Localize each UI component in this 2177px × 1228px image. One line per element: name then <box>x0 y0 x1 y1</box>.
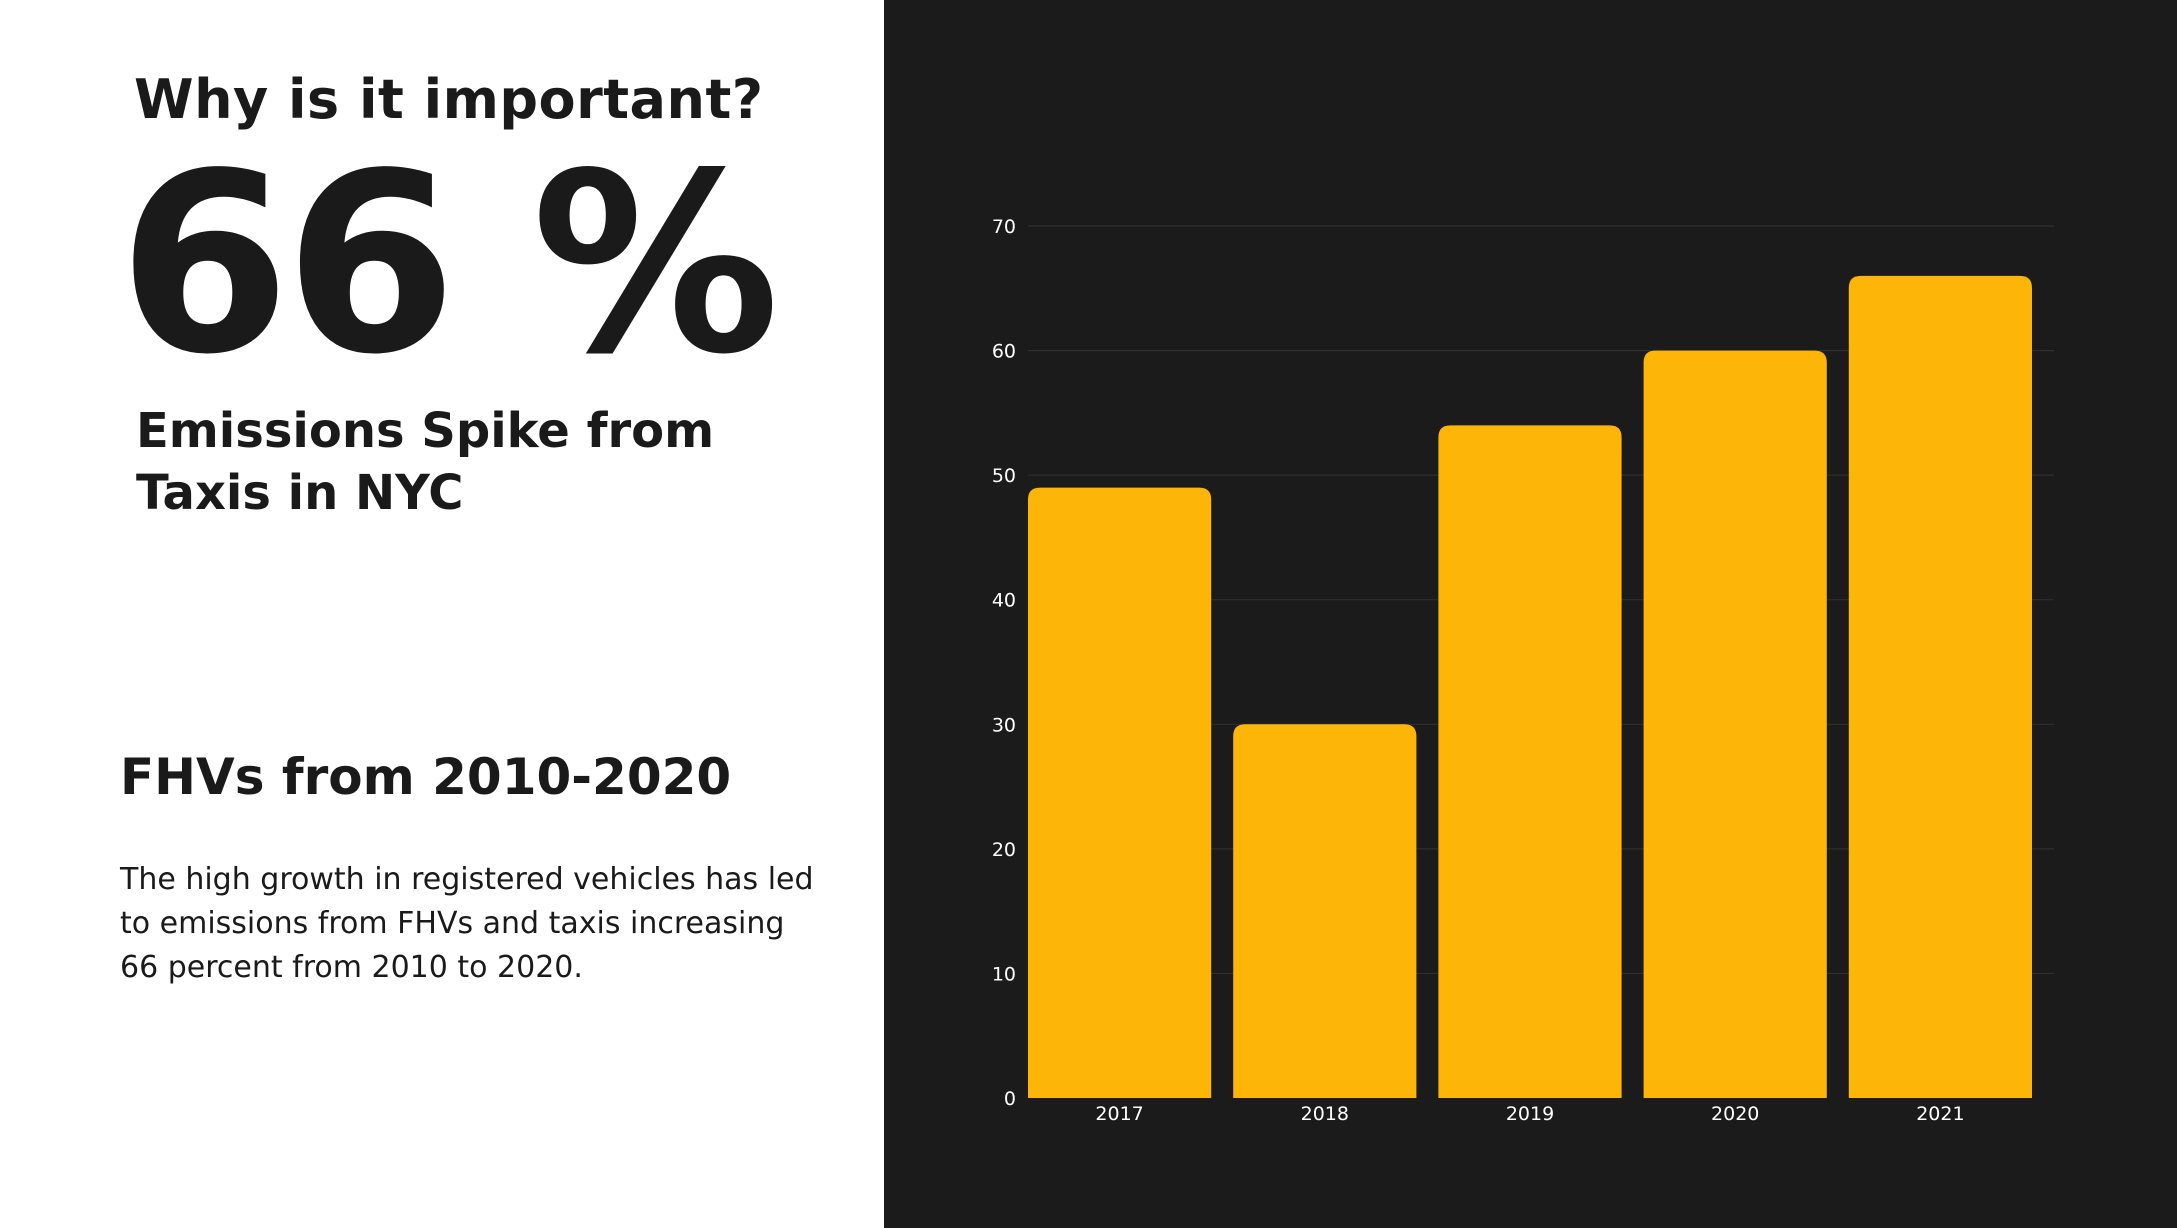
x-tick-label: 2017 <box>1095 1103 1143 1125</box>
y-tick-label: 60 <box>992 341 1016 363</box>
section-title: FHVs from 2010-2020 <box>120 748 732 806</box>
bar-2019 <box>1438 425 1622 1098</box>
y-tick-label: 0 <box>1004 1088 1016 1110</box>
heading: Why is it important? <box>134 68 764 131</box>
chart-panel: 0 10 20 30 40 50 60 70 2017 2018 2019 2020 2021 <box>884 0 2177 1228</box>
y-tick-label: 70 <box>992 216 1016 238</box>
bar-chart: 0 10 20 30 40 50 60 70 2017 2018 2019 2020 2021 <box>992 216 2054 1125</box>
subheading: Emissions Spike from Taxis in NYC <box>136 403 715 521</box>
left-panel: Why is it important? 66 % Emissions Spik… <box>0 0 884 1228</box>
bar-2017 <box>1028 487 1212 1099</box>
big-stat: 66 % <box>118 121 780 409</box>
y-tick-label: 40 <box>992 590 1016 612</box>
x-tick-label: 2021 <box>1916 1103 1964 1125</box>
y-tick-label: 30 <box>992 714 1016 736</box>
y-tick-label: 20 <box>992 839 1016 861</box>
bar-2021 <box>1848 275 2032 1098</box>
y-tick-label: 10 <box>992 963 1016 985</box>
body-text: The high growth in registered vehicles h… <box>120 862 814 985</box>
bar-2018 <box>1233 724 1417 1098</box>
x-tick-label: 2018 <box>1301 1103 1349 1125</box>
x-tick-label: 2020 <box>1711 1103 1759 1125</box>
x-tick-label: 2019 <box>1506 1103 1554 1125</box>
y-tick-label: 50 <box>992 465 1016 487</box>
bar-2020 <box>1643 350 1827 1099</box>
